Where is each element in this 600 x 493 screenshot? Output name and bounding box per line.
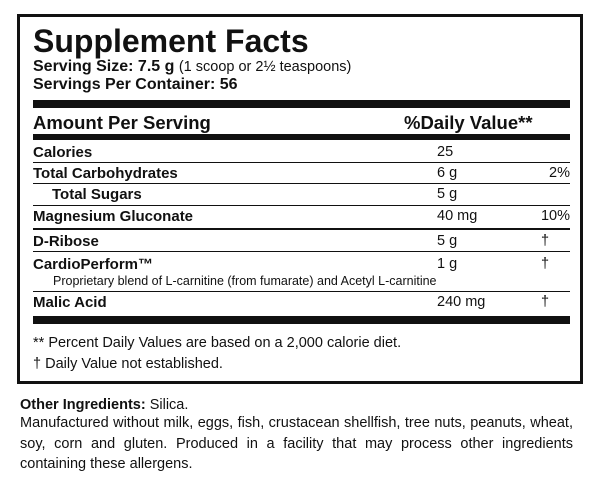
row-rule xyxy=(33,291,570,292)
row-rule xyxy=(33,205,570,206)
row-daily-value: † xyxy=(540,256,550,272)
row-name: Total Carbohydrates xyxy=(33,165,178,182)
row-daily-value: † xyxy=(540,294,550,310)
row-rule xyxy=(33,228,570,230)
header-amount: Amount Per Serving xyxy=(33,112,211,133)
header-daily-value: %Daily Value** xyxy=(404,112,533,133)
footnote: † Daily Value not established. xyxy=(33,356,223,372)
facts-panel xyxy=(17,14,583,384)
row-amount: 5 g xyxy=(437,186,458,202)
other-ingredients: Other Ingredients: Silica. xyxy=(20,398,188,413)
row-amount: 6 g xyxy=(437,165,458,181)
row-daily-value: 10% xyxy=(540,208,570,224)
thick-rule xyxy=(33,134,570,140)
row-amount: 25 xyxy=(437,144,454,160)
row-amount: 240 mg xyxy=(437,294,486,310)
other-ingredients-value: Silica. xyxy=(149,397,189,413)
row-name: Malic Acid xyxy=(33,294,107,311)
other-ingredients-label: Other Ingredients: xyxy=(20,397,146,413)
thick-rule xyxy=(33,316,570,324)
row-name: Calories xyxy=(33,144,93,161)
allergen-statement: Manufactured without milk, eggs, fish, c… xyxy=(20,415,573,472)
row-rule xyxy=(33,251,570,252)
row-description: Proprietary blend of L-carnitine (from f… xyxy=(53,274,437,288)
row-amount: 40 mg xyxy=(437,208,478,224)
row-rule xyxy=(33,183,570,184)
serving-size: Serving Size: 7.5 g (1 scoop or 2½ teasp… xyxy=(33,59,351,75)
row-name: CardioPerform™ xyxy=(33,256,154,273)
row-amount: 5 g xyxy=(437,233,458,249)
servings-per-container: Servings Per Container: 56 xyxy=(33,76,238,93)
row-daily-value: 2% xyxy=(549,165,570,181)
serving-size-label: Serving Size: 7.5 g xyxy=(33,58,175,75)
serving-size-note: (1 scoop or 2½ teaspoons) xyxy=(178,59,352,75)
row-daily-value: † xyxy=(540,233,550,249)
footnote: ** Percent Daily Values are based on a 2… xyxy=(33,335,402,351)
row-rule xyxy=(33,162,570,163)
row-amount: 1 g xyxy=(437,256,458,272)
title: Supplement Facts xyxy=(33,23,309,59)
thick-rule xyxy=(33,100,570,108)
row-name: D-Ribose xyxy=(33,233,99,250)
row-name: Total Sugars xyxy=(52,186,142,203)
row-name: Magnesium Gluconate xyxy=(33,208,194,225)
